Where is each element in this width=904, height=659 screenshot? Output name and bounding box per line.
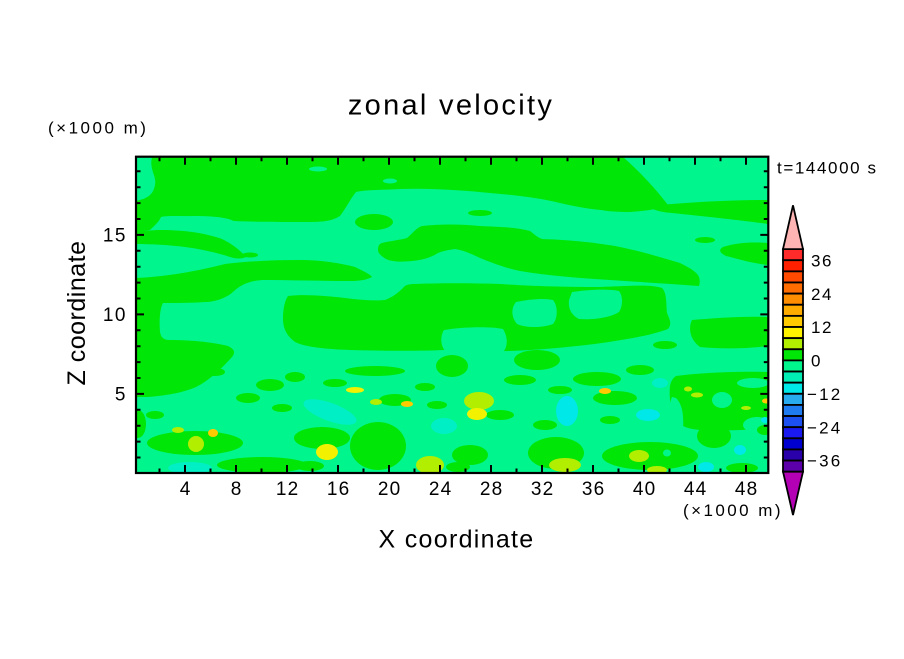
svg-text:28: 28	[480, 479, 504, 500]
svg-text:X coordinate: X coordinate	[379, 526, 535, 554]
svg-text:t=144000 s: t=144000 s	[777, 159, 878, 178]
svg-text:12: 12	[811, 318, 833, 337]
svg-text:10: 10	[103, 305, 127, 326]
svg-text:44: 44	[684, 479, 708, 500]
svg-text:(×1000 m): (×1000 m)	[48, 119, 148, 138]
svg-text:Z coordinate: Z coordinate	[63, 241, 91, 386]
svg-text:−12: −12	[807, 385, 842, 404]
svg-text:(×1000 m): (×1000 m)	[683, 501, 783, 520]
svg-text:40: 40	[633, 479, 657, 500]
svg-text:8: 8	[231, 479, 243, 500]
svg-text:zonal velocity: zonal velocity	[348, 90, 554, 122]
svg-text:20: 20	[378, 479, 402, 500]
svg-text:15: 15	[103, 226, 127, 247]
svg-text:24: 24	[429, 479, 453, 500]
svg-text:0: 0	[811, 352, 822, 371]
svg-text:48: 48	[735, 479, 759, 500]
svg-text:32: 32	[531, 479, 555, 500]
svg-text:16: 16	[327, 479, 351, 500]
svg-text:12: 12	[276, 479, 300, 500]
svg-text:5: 5	[115, 385, 127, 406]
svg-text:24: 24	[811, 285, 833, 304]
svg-text:−36: −36	[807, 452, 842, 471]
svg-text:−24: −24	[807, 418, 842, 437]
svg-text:36: 36	[811, 251, 833, 270]
svg-text:4: 4	[180, 479, 192, 500]
svg-text:36: 36	[582, 479, 606, 500]
